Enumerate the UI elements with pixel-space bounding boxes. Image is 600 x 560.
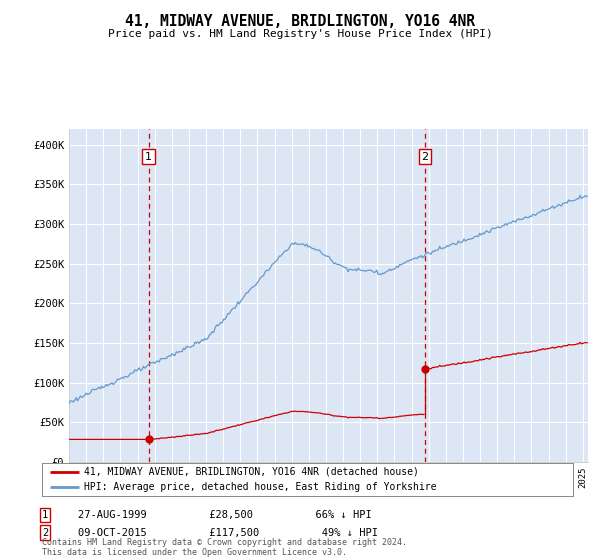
Text: 1: 1 [145, 152, 152, 162]
Text: 2: 2 [42, 528, 48, 538]
Text: 41, MIDWAY AVENUE, BRIDLINGTON, YO16 4NR (detached house): 41, MIDWAY AVENUE, BRIDLINGTON, YO16 4NR… [85, 467, 419, 477]
Text: 09-OCT-2015          £117,500          49% ↓ HPI: 09-OCT-2015 £117,500 49% ↓ HPI [78, 528, 378, 538]
Text: 1: 1 [42, 510, 48, 520]
Text: 41, MIDWAY AVENUE, BRIDLINGTON, YO16 4NR: 41, MIDWAY AVENUE, BRIDLINGTON, YO16 4NR [125, 14, 475, 29]
Text: 27-AUG-1999          £28,500          66% ↓ HPI: 27-AUG-1999 £28,500 66% ↓ HPI [78, 510, 372, 520]
Text: HPI: Average price, detached house, East Riding of Yorkshire: HPI: Average price, detached house, East… [85, 482, 437, 492]
Text: Contains HM Land Registry data © Crown copyright and database right 2024.
This d: Contains HM Land Registry data © Crown c… [42, 538, 407, 557]
Text: 2: 2 [421, 152, 428, 162]
Text: Price paid vs. HM Land Registry's House Price Index (HPI): Price paid vs. HM Land Registry's House … [107, 29, 493, 39]
